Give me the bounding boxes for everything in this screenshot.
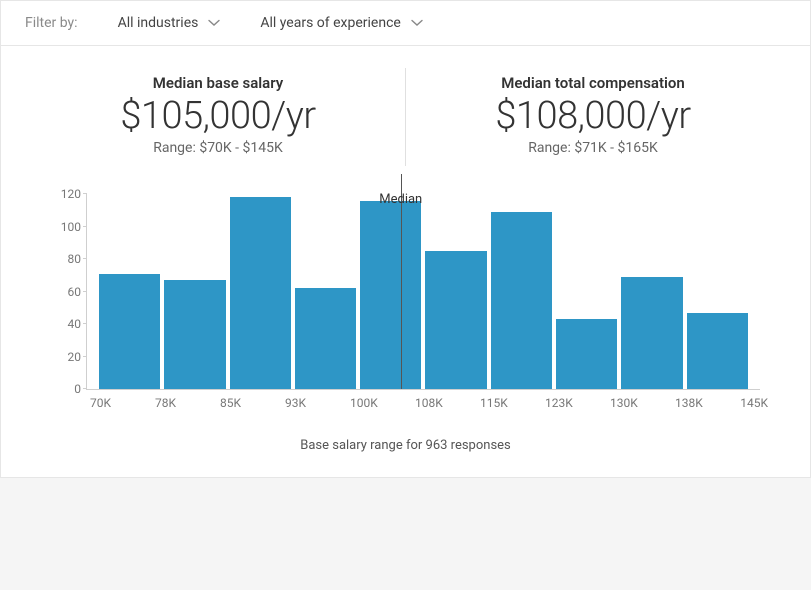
filter-bar: Filter by: All industries All years of e…: [1, 1, 810, 46]
x-tick-label: 100K: [350, 396, 415, 414]
stat-title: Median base salary: [49, 74, 387, 92]
experience-dropdown[interactable]: All years of experience: [260, 15, 422, 31]
histogram-bar[interactable]: [360, 201, 421, 390]
stat-base-salary: Median base salary $105,000/yr Range: $7…: [31, 68, 405, 166]
histogram-chart: 020406080100120 70K78K85K93K100K108K115K…: [31, 194, 780, 420]
x-tick-label: 138K: [675, 396, 740, 414]
chevron-down-icon: [411, 17, 423, 29]
y-tick-label: 40: [53, 317, 81, 331]
stats-row: Median base salary $105,000/yr Range: $7…: [31, 68, 780, 166]
y-tick-label: 20: [53, 350, 81, 364]
histogram-bar[interactable]: [295, 288, 356, 389]
filter-label: Filter by:: [25, 15, 78, 31]
experience-dropdown-label: All years of experience: [260, 15, 400, 31]
y-tick-label: 60: [53, 285, 81, 299]
y-tick-label: 0: [53, 382, 81, 396]
histogram-bar[interactable]: [621, 277, 682, 389]
x-tick-label: 123K: [545, 396, 610, 414]
stat-range: Range: $70K - $145K: [49, 140, 387, 156]
histogram-bar[interactable]: [556, 319, 617, 389]
y-tick-label: 120: [53, 187, 81, 201]
histogram-bar[interactable]: [425, 251, 486, 389]
histogram-bar[interactable]: [687, 313, 748, 389]
x-tick-label: 78K: [155, 396, 220, 414]
chevron-down-icon: [208, 17, 220, 29]
industry-dropdown-label: All industries: [118, 15, 199, 31]
stat-total-compensation: Median total compensation $108,000/yr Ra…: [405, 68, 780, 166]
stat-value: $108,000/yr: [424, 94, 762, 138]
x-tick-label: 70K: [90, 396, 155, 414]
stat-title: Median total compensation: [424, 74, 762, 92]
x-tick-label: 108K: [415, 396, 480, 414]
y-tick-label: 80: [53, 252, 81, 266]
stat-range: Range: $71K - $165K: [424, 140, 762, 156]
salary-card: Filter by: All industries All years of e…: [0, 0, 811, 478]
histogram-bar[interactable]: [99, 274, 160, 389]
x-tick-label: 85K: [220, 396, 285, 414]
x-tick-label: 93K: [285, 396, 350, 414]
x-axis-labels: 70K78K85K93K100K108K115K123K130K138K145K: [86, 396, 760, 414]
y-tick-label: 100: [53, 220, 81, 234]
chart-caption: Base salary range for 963 responses: [31, 438, 780, 453]
x-tick-label: 115K: [480, 396, 545, 414]
histogram-bar[interactable]: [230, 197, 291, 389]
median-label: Median: [379, 192, 422, 207]
histogram-bar[interactable]: [491, 212, 552, 389]
x-tick-label: 130K: [610, 396, 675, 414]
histogram-bar[interactable]: [164, 280, 225, 389]
bars-container: [87, 194, 760, 389]
stat-value: $105,000/yr: [49, 94, 387, 138]
content-area: Median base salary $105,000/yr Range: $7…: [1, 46, 810, 477]
industry-dropdown[interactable]: All industries: [118, 15, 221, 31]
x-tick-label: 145K: [740, 396, 768, 410]
